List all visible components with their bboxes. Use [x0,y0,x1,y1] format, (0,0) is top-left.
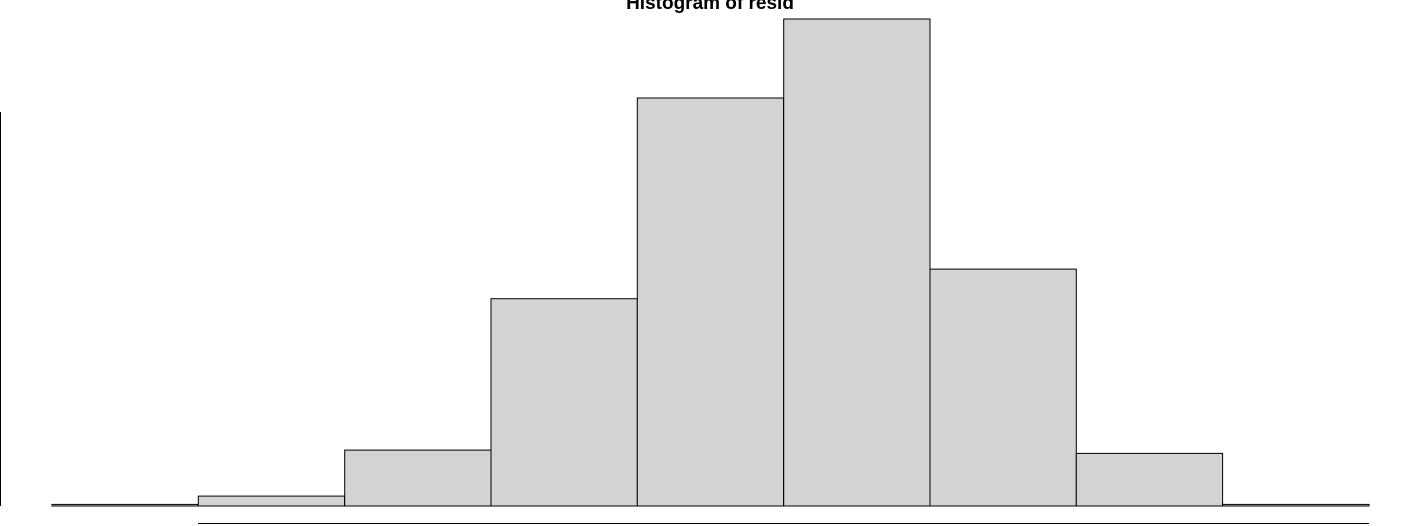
histogram-bar [1075,452,1224,507]
histogram-bar [51,503,199,507]
histogram-bar [1222,503,1370,507]
chart-title: Histogram of resid [626,0,794,14]
histogram-bar [344,449,492,507]
histogram-bars [51,18,1370,507]
histogram-bar [197,495,346,507]
histogram-bar [636,97,785,507]
histogram-bar [783,18,931,507]
histogram-bar [929,268,1077,507]
histogram-bar [490,298,638,507]
